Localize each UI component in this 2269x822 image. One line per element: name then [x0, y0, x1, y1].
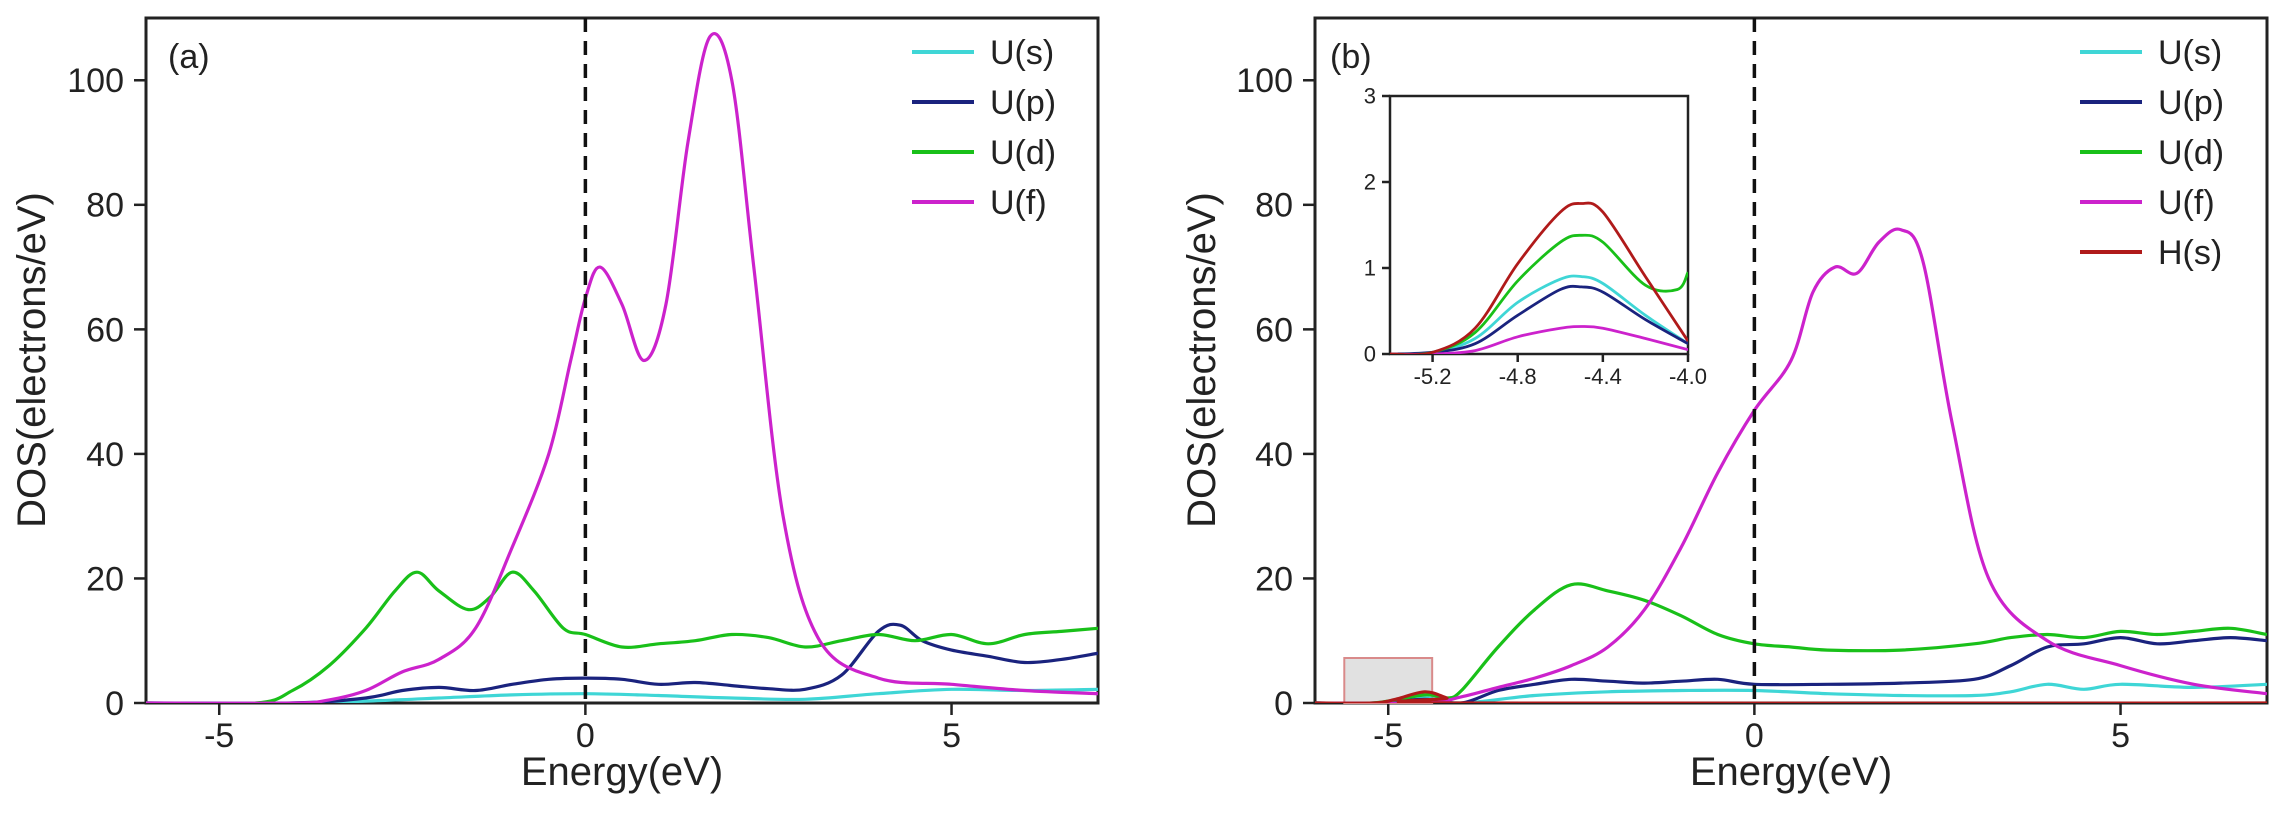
panel-a-series-ud [146, 570, 1098, 703]
panel-b-legend-label: U(f) [2158, 184, 2215, 222]
panel-b-legend-label: H(s) [2158, 234, 2222, 272]
panel-b-series-hs [1315, 690, 2267, 703]
panel-a-y-tick-label: 40 [86, 436, 124, 474]
panel-a-legend-label: U(f) [990, 184, 1047, 222]
inset-y-tick-label: 1 [1364, 256, 1376, 281]
panel-b-y-tick-label: 80 [1255, 187, 1293, 225]
panel-b-series-up [1315, 636, 2267, 703]
panel-a: -5 0 5 0 20 40 60 80 100 U(s) U(p) U(d) U(f) (a) Ene… [10, 16, 1100, 794]
panel-b-inset: -5.2 -4.8 -4.4 -4.0 0 1 2 3 [1364, 84, 1707, 389]
panel-a-x-tick-label: 5 [942, 717, 961, 755]
panel-b-x-tick-label: 5 [2111, 717, 2130, 755]
panel-b-legend-label: U(p) [2158, 84, 2224, 122]
panel-a-legend-label: U(s) [990, 34, 1054, 72]
panel-b-y-axis-title: DOS(electrons/eV) [1180, 192, 1224, 528]
inset-series-hs [1390, 201, 1688, 354]
panel-a-y-tick-label: 20 [86, 560, 124, 598]
panel-a-y-tick-label: 0 [105, 685, 124, 723]
panel-a-plot-frame [144, 16, 1100, 705]
panel-b-y-tick-label: 100 [1236, 62, 1293, 100]
inset-x-tick-label: -4.8 [1499, 364, 1537, 389]
panel-b-legend-label: U(d) [2158, 134, 2224, 172]
inset-x-tick-label: -4.4 [1584, 364, 1622, 389]
panel-b-series-uf [1315, 227, 2267, 703]
panel-b-x-tick-label: -5 [1373, 717, 1403, 755]
panel-a-x-tick-label: 0 [576, 717, 595, 755]
panel-b-y-tick-label: 0 [1274, 685, 1293, 723]
panel-a-x-axis-title: Energy(eV) [521, 750, 723, 794]
inset-y-tick-label: 0 [1364, 342, 1376, 367]
panel-b-y-tick-label: 60 [1255, 311, 1293, 349]
panel-a-legend-label: U(p) [990, 84, 1056, 122]
panel-a-x-tick-label: -5 [204, 717, 234, 755]
panel-a-y-tick-label: 80 [86, 187, 124, 225]
panel-a-legend-label: U(d) [990, 134, 1056, 172]
panel-a-y-tick-label: 60 [86, 311, 124, 349]
panel-b-label: (b) [1330, 38, 1372, 76]
panel-a-series-us [146, 687, 1098, 703]
panel-b-y-tick-label: 40 [1255, 436, 1293, 474]
panel-a-y-tick-label: 100 [67, 62, 124, 100]
inset-series-uf [1390, 325, 1688, 354]
inset-series-up [1390, 284, 1688, 354]
panel-b-x-axis-title: Energy(eV) [1690, 750, 1892, 794]
panel-a-label: (a) [168, 38, 210, 76]
inset-y-tick-label: 2 [1364, 170, 1376, 195]
panel-b-x-tick-label: 0 [1745, 717, 1764, 755]
inset-x-tick-label: -4.0 [1669, 364, 1707, 389]
inset-x-tick-label: -5.2 [1414, 364, 1452, 389]
panel-b-legend-label: U(s) [2158, 34, 2222, 72]
panel-a-y-axis-title: DOS(electrons/eV) [10, 192, 54, 528]
inset-y-tick-label: 3 [1364, 84, 1376, 109]
panel-a-series-uf [146, 31, 1098, 703]
panel-a-series-up [146, 622, 1098, 703]
panel-b-y-tick-label: 20 [1255, 560, 1293, 598]
